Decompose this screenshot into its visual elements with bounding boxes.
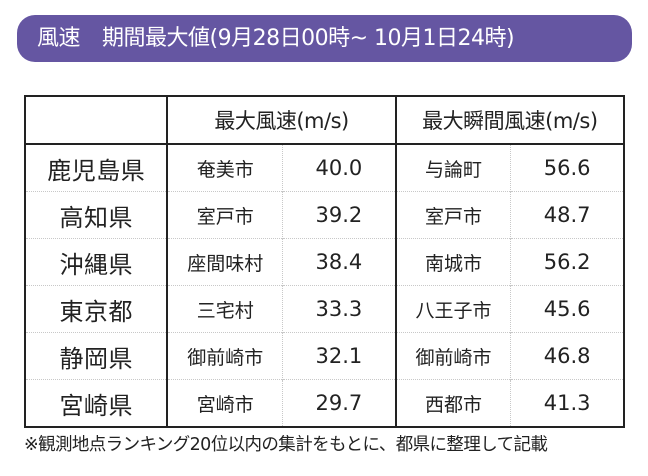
table-header-row: 最大風速(m/s) 最大瞬間風速(m/s): [25, 96, 624, 145]
max-gust-place-cell: 御前崎市: [395, 332, 512, 380]
max-gust-value-cell: 56.2: [510, 238, 624, 286]
max-wind-place-cell: 奄美市: [167, 144, 284, 192]
table-row: 高知県 室戸市 39.2 室戸市 48.7: [25, 191, 624, 239]
max-wind-place-cell: 三宅村: [167, 285, 284, 333]
wind-table: 最大風速(m/s) 最大瞬間風速(m/s) 鹿児島県 奄美市 40.0 与論町 …: [24, 95, 625, 428]
max-gust-value-cell: 56.6: [543, 156, 591, 180]
max-wind-value-cell: 29.7: [282, 379, 397, 427]
max-wind-value-cell: 38.4: [282, 238, 397, 286]
header-max-gust: 最大瞬間風速(m/s): [395, 96, 624, 145]
prefecture-cell: 静岡県: [25, 332, 169, 380]
prefecture-cell: 鹿児島県: [25, 144, 169, 192]
max-gust-value-cell: 48.7: [510, 191, 624, 239]
max-gust-place-cell: 与論町: [395, 144, 512, 192]
header-prefecture: [25, 96, 169, 145]
table-row: 沖縄県 座間味村 38.4 南城市 56.2: [25, 238, 624, 286]
max-gust-place-cell: 西都市: [395, 379, 512, 427]
max-gust-place-cell: 室戸市: [395, 191, 512, 239]
prefecture-cell: 沖縄県: [25, 238, 169, 286]
max-gust-value-cell: 41.3: [510, 379, 624, 427]
max-wind-value-cell: 40.0: [282, 144, 397, 192]
max-wind-place-cell: 座間味村: [167, 238, 284, 286]
max-wind-place-cell: 御前崎市: [167, 332, 284, 380]
max-wind-value-cell: 33.3: [282, 285, 397, 333]
max-wind-place-cell: 宮崎市: [167, 379, 284, 427]
table-row: 静岡県 御前崎市 32.1 御前崎市 46.8: [25, 332, 624, 380]
max-wind-value-cell: 39.2: [282, 191, 397, 239]
banner-title: 期間最大値(9月28日00時~ 10月1日24時): [102, 26, 515, 51]
max-wind-value-cell: 32.1: [282, 332, 397, 380]
header-max-wind: 最大風速(m/s): [167, 96, 397, 145]
prefecture-cell: 高知県: [25, 191, 169, 239]
table-row: 東京都 三宅村 33.3 八王子市 45.6: [25, 285, 624, 333]
max-gust-place-cell: 八王子市: [395, 285, 512, 333]
max-wind-place-cell: 室戸市: [167, 191, 284, 239]
table-row: 宮崎県 宮崎市 29.7 西都市 41.3: [25, 379, 624, 427]
title-banner: 風速 期間最大値(9月28日00時~ 10月1日24時): [17, 15, 632, 62]
banner-label: 風速: [37, 26, 81, 51]
table-row: 鹿児島県 奄美市 40.0 与論町 56.6: [25, 144, 624, 192]
prefecture-cell: 宮崎県: [25, 379, 169, 427]
prefecture-cell: 東京都: [25, 285, 169, 333]
max-gust-value-cell: 46.8: [510, 332, 624, 380]
max-gust-place-cell: 南城市: [395, 238, 512, 286]
footnote: ※観測地点ランキング20位以内の集計をもとに、都県に整理して記載: [24, 435, 548, 455]
max-gust-value-cell: 45.6: [510, 285, 624, 333]
